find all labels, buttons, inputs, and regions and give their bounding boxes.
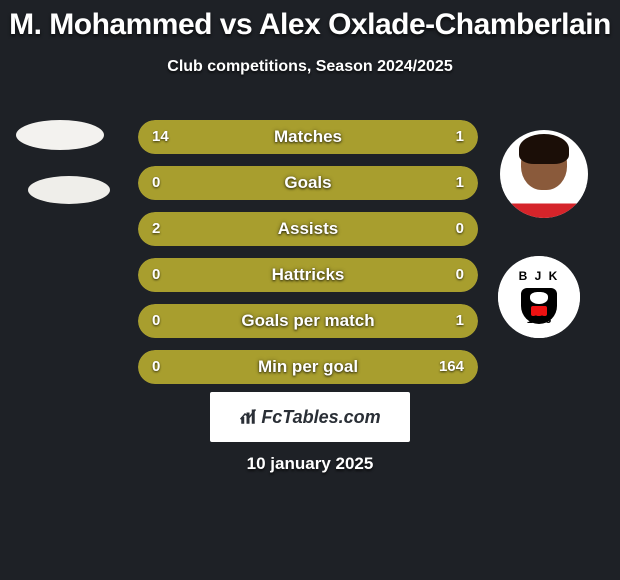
brand-label: FcTables.com (261, 407, 380, 428)
player1-club-placeholder (28, 176, 110, 204)
brand-box: FcTables.com (210, 392, 410, 442)
stat-row: 20Assists (138, 212, 478, 246)
stat-label: Goals per match (138, 304, 478, 338)
stat-row: 01Goals (138, 166, 478, 200)
stat-label: Hattricks (138, 258, 478, 292)
player2-hair (519, 134, 569, 164)
chart-icon (239, 408, 257, 426)
subtitle: Club competitions, Season 2024/2025 (0, 58, 620, 76)
stats-region: 141Matches 01Goals 20Assists 00Hattricks 01G… (138, 120, 478, 396)
page-title: M. Mohammed vs Alex Oxlade-Chamberlain (0, 0, 620, 42)
club-letters: B J K (504, 269, 574, 283)
club-year: 1903 (504, 314, 574, 326)
player2-shirt (500, 186, 588, 218)
club-badge-inner: B J K 1903 (504, 262, 574, 332)
club-eagle (530, 292, 548, 304)
brand-text: FcTables.com (239, 407, 380, 428)
stat-label: Assists (138, 212, 478, 246)
stat-row: 0164Min per goal (138, 350, 478, 384)
stat-row: 00Hattricks (138, 258, 478, 292)
stat-label: Goals (138, 166, 478, 200)
stat-label: Min per goal (138, 350, 478, 384)
comparison-infographic: M. Mohammed vs Alex Oxlade-Chamberlain C… (0, 0, 620, 580)
stat-row: 141Matches (138, 120, 478, 154)
player1-photo-placeholder (16, 120, 104, 150)
stat-row: 01Goals per match (138, 304, 478, 338)
player2-club-badge: B J K 1903 (498, 256, 580, 338)
date-label: 10 january 2025 (0, 454, 620, 474)
stat-label: Matches (138, 120, 478, 154)
player2-photo (500, 130, 588, 218)
